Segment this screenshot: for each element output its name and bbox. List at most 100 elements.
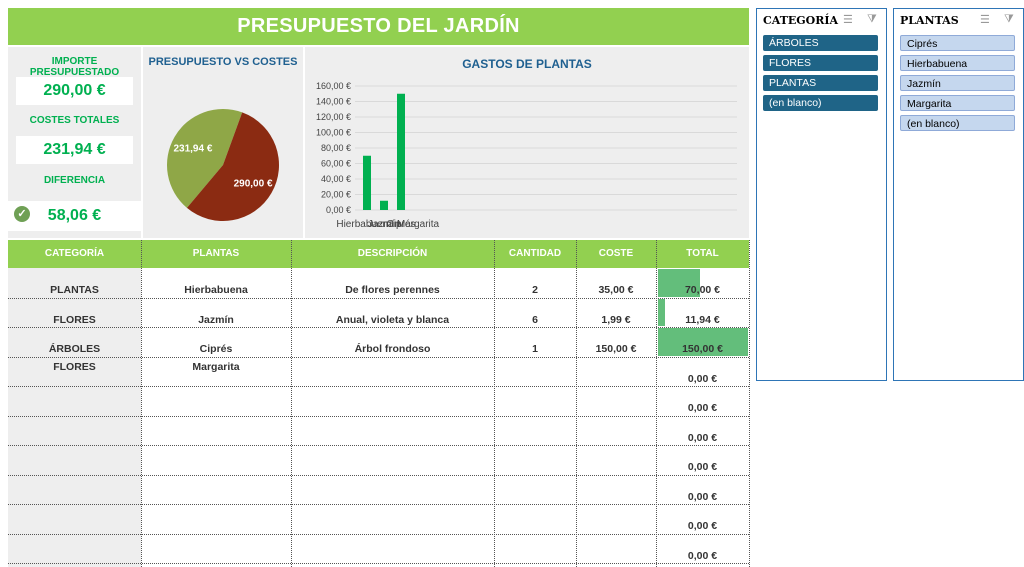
table-header: CATEGORÍA PLANTAS DESCRIPCIÓN CANTIDAD COSTE… (8, 240, 749, 268)
column-divider (494, 240, 495, 567)
pie-data-label: 290,00 € (234, 178, 273, 189)
y-tick-label: 120,00 € (316, 112, 351, 122)
row-divider (8, 327, 749, 328)
table-cell-total[interactable]: 11,94 € (685, 313, 720, 326)
total-databar (658, 328, 748, 356)
row-divider (8, 415, 749, 417)
table-cell-planta[interactable]: Hierbabuena (184, 284, 248, 296)
slicer-item[interactable]: Hierbabuena (900, 55, 1015, 71)
row-divider (8, 474, 749, 476)
table-cell-descripcion[interactable]: Árbol frondoso (354, 343, 431, 355)
slicer-item[interactable]: Jazmín (900, 75, 1015, 91)
bar-chart-title: GASTOS DE PLANTAS (462, 57, 592, 71)
column-header[interactable]: TOTAL (686, 248, 719, 259)
diferencia-value: 58,06 € (47, 207, 102, 224)
total-databar (658, 269, 700, 297)
slicer-item[interactable]: Ciprés (900, 35, 1015, 51)
pie-slice (186, 112, 279, 221)
category-column-bg (8, 268, 141, 567)
y-tick-label: 80,00 € (321, 143, 351, 153)
slicer-plantas-title: PLANTAS (900, 14, 959, 27)
table-cell-categoria[interactable]: ÁRBOLES (48, 343, 101, 355)
bar-chart-panel: GASTOS DE PLANTAS 160,00 € 140,00 € 120,00… (305, 47, 749, 238)
table-cell-coste[interactable]: 1,99 € (601, 313, 631, 326)
column-header[interactable]: PLANTAS (192, 248, 240, 259)
slicer-item[interactable]: PLANTAS (763, 75, 878, 91)
table-cell-planta[interactable]: Ciprés (199, 343, 233, 355)
bar (363, 155, 371, 210)
slicer-item[interactable]: (en blanco) (763, 95, 878, 111)
row-divider (8, 445, 749, 446)
table-cell-total[interactable]: 0,00 € (687, 372, 718, 385)
table-cell-total[interactable]: 150,00 € (682, 343, 723, 355)
y-tick-label: 40,00 € (321, 174, 351, 184)
table-cell-coste[interactable]: 150,00 € (595, 343, 637, 355)
table-cell-total[interactable]: 0,00 € (687, 549, 718, 562)
costes-label: COSTES TOTALES (29, 115, 120, 126)
table-cell-total[interactable]: 0,00 € (687, 461, 718, 473)
row-divider (8, 533, 749, 535)
table-cell-categoria[interactable]: PLANTAS (50, 284, 99, 296)
costes-value: 231,94 € (16, 136, 133, 164)
slicer-item[interactable]: Margarita (900, 95, 1015, 111)
column-divider (656, 240, 657, 567)
column-header[interactable]: COSTE (598, 248, 634, 259)
slicer-categoria-title: CATEGORÍA (763, 14, 839, 27)
importe-value: 290,00 € (16, 77, 133, 105)
bar (380, 200, 388, 210)
slicer-plantas[interactable]: PLANTAS ☰ ⧩ Ciprés Hierbabuena Jazmín Marga… (893, 8, 1024, 381)
table-cell-total[interactable]: 0,00 € (687, 520, 718, 532)
table-cell-planta[interactable]: Margarita (192, 360, 240, 373)
diferencia-value-box: ✓ 58,06 € (8, 201, 141, 231)
table-cell-total[interactable]: 70,00 € (684, 284, 721, 296)
table-cell-descripcion[interactable]: De flores perennes (345, 284, 440, 296)
pie-chart-title: PRESUPUESTO VS COSTES (148, 56, 298, 68)
row-divider (8, 356, 749, 358)
y-tick-label: 140,00 € (316, 97, 351, 107)
pie-data-label: 231,94 € (173, 144, 212, 155)
table-cell-descripcion[interactable]: Anual, violeta y blanca (335, 313, 450, 326)
slicer-item[interactable]: FLORES (763, 55, 878, 71)
column-header[interactable]: CATEGORÍA (44, 248, 105, 259)
table-cell-coste[interactable]: 35,00 € (598, 284, 634, 296)
table-cell-cantidad[interactable]: 1 (532, 343, 538, 355)
multiselect-icon[interactable]: ☰ (843, 14, 853, 26)
column-header[interactable]: DESCRIPCIÓN (357, 248, 428, 259)
column-header[interactable]: CANTIDAD (508, 248, 562, 259)
clear-filter-icon[interactable]: ⧩ (1004, 13, 1014, 25)
kpi-panel: IMPORTE PRESUPUESTADO 290,00 € COSTES TO… (8, 47, 141, 238)
y-tick-label: 0,00 € (326, 205, 351, 215)
y-tick-label: 60,00 € (321, 159, 351, 169)
table-cell-total[interactable]: 0,00 € (687, 402, 718, 414)
slicer-item[interactable]: (en blanco) (900, 115, 1015, 131)
importe-label: IMPORTE PRESUPUESTADO (29, 56, 120, 78)
table-cell-cantidad[interactable]: 6 (532, 313, 538, 326)
x-tick-label: Ciprés (387, 219, 416, 230)
bar-chart: 160,00 € 140,00 € 120,00 € 100,00 € 80,00 € 6… (316, 81, 737, 230)
row-divider (8, 504, 749, 505)
slicer-categoria[interactable]: CATEGORÍA ☰ ⧩ ÁRBOLES FLORES PLANTAS (en bl… (756, 8, 887, 381)
multiselect-icon[interactable]: ☰ (980, 14, 990, 26)
slicer-item[interactable]: ÁRBOLES (763, 35, 878, 51)
table-cell-cantidad[interactable]: 2 (532, 284, 538, 296)
table-cell-total[interactable]: 0,00 € (687, 490, 718, 503)
pie-chart-panel: PRESUPUESTO VS COSTES 231,94 € 290,00 € (143, 47, 303, 238)
clear-filter-icon[interactable]: ⧩ (867, 13, 877, 25)
pie-slice (166, 108, 243, 208)
dashboard-title: PRESUPUESTO DEL JARDÍN (8, 8, 749, 45)
row-divider (8, 297, 749, 299)
table-cell-total[interactable]: 0,00 € (687, 431, 718, 444)
x-tick-label: Hierbabuena (336, 219, 394, 230)
y-tick-label: 20,00 € (321, 190, 351, 200)
table-cell-planta[interactable]: Jazmín (198, 313, 234, 326)
column-divider (576, 240, 577, 567)
total-databar (658, 298, 666, 326)
column-divider (749, 240, 750, 567)
table-cell-categoria[interactable]: FLORES (53, 360, 96, 373)
x-tick-label: Jazmín (368, 219, 400, 230)
y-tick-label: 160,00 € (316, 81, 351, 91)
y-tick-label: 100,00 € (316, 128, 351, 138)
pie-chart: 231,94 € 290,00 € (166, 108, 279, 221)
table-cell-categoria[interactable]: FLORES (53, 313, 96, 326)
bar (397, 93, 405, 210)
